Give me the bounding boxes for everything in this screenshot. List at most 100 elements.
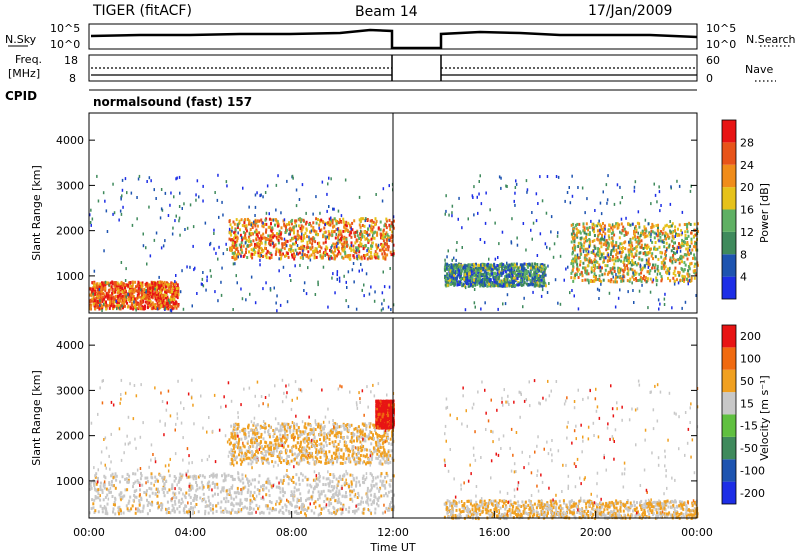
data-cell xyxy=(278,232,280,236)
data-cell xyxy=(604,240,607,244)
data-cell xyxy=(149,304,152,307)
data-cell xyxy=(481,283,484,287)
data-cell xyxy=(350,231,353,235)
data-cell xyxy=(302,249,304,253)
data-cell xyxy=(292,480,295,484)
data-cell xyxy=(467,282,470,286)
data-cell xyxy=(188,508,191,512)
data-cell xyxy=(130,296,132,300)
data-cell xyxy=(456,265,458,269)
data-cell xyxy=(588,240,591,244)
data-cell xyxy=(571,194,574,198)
data-cell xyxy=(590,260,593,264)
data-cell xyxy=(357,246,360,250)
data-cell xyxy=(195,198,197,202)
data-cell xyxy=(155,291,158,294)
data-cell xyxy=(160,304,163,308)
data-cell xyxy=(604,264,607,268)
data-cell xyxy=(482,268,484,272)
data-cell xyxy=(158,281,161,284)
data-cell xyxy=(646,243,649,247)
data-cell xyxy=(355,480,358,484)
data-cell xyxy=(674,225,677,229)
data-cell xyxy=(285,244,288,248)
data-cell xyxy=(377,245,379,249)
data-cell xyxy=(127,501,130,505)
data-cell xyxy=(312,249,315,253)
data-cell xyxy=(158,306,161,310)
data-cell xyxy=(162,295,164,299)
data-cell xyxy=(155,231,158,235)
data-cell xyxy=(254,242,256,246)
data-cell xyxy=(116,291,119,295)
date-title: 17/Jan/2009 xyxy=(588,3,672,19)
data-cell xyxy=(154,302,157,306)
data-cell xyxy=(349,473,352,477)
data-cell xyxy=(693,276,696,280)
data-cell xyxy=(297,499,300,502)
data-cell xyxy=(618,236,621,240)
data-cell xyxy=(530,228,532,232)
data-cell xyxy=(95,472,98,476)
data-cell xyxy=(359,225,362,229)
data-cell xyxy=(625,216,627,220)
data-cell xyxy=(104,283,107,287)
data-cell xyxy=(483,281,486,285)
data-cell xyxy=(224,507,227,511)
data-cell xyxy=(277,241,280,245)
data-cell xyxy=(206,275,208,279)
data-cell xyxy=(292,249,295,253)
data-cell xyxy=(180,497,183,501)
data-cell xyxy=(545,211,548,215)
data-cell xyxy=(150,288,152,292)
data-cell xyxy=(240,287,242,291)
data-cell xyxy=(572,237,574,241)
data-cell xyxy=(654,263,657,267)
data-cell xyxy=(388,508,391,512)
data-cell xyxy=(686,272,689,276)
data-cell xyxy=(228,237,231,241)
data-cell xyxy=(392,474,395,478)
data-cell xyxy=(171,503,174,507)
data-cell xyxy=(169,285,172,289)
data-cell xyxy=(367,247,370,251)
data-cell xyxy=(480,202,483,206)
data-cell xyxy=(491,284,494,288)
data-cell xyxy=(174,300,177,304)
data-cell xyxy=(633,185,636,189)
data-cell xyxy=(663,257,666,261)
data-cell xyxy=(140,302,142,306)
data-cell xyxy=(455,258,457,262)
data-cell xyxy=(612,231,615,235)
data-cell xyxy=(667,236,670,240)
data-cell xyxy=(286,239,289,243)
data-cell xyxy=(94,285,97,289)
data-cell xyxy=(641,283,643,287)
data-cell xyxy=(360,217,363,221)
data-cell xyxy=(575,273,578,277)
data-cell xyxy=(312,221,315,225)
data-cell xyxy=(488,273,491,277)
data-cell xyxy=(94,509,97,513)
data-cell xyxy=(617,296,620,300)
data-cell xyxy=(313,229,316,233)
data-cell xyxy=(243,224,246,228)
data-cell xyxy=(623,227,626,231)
data-cell xyxy=(671,234,674,238)
data-cell xyxy=(609,256,612,260)
data-cell xyxy=(159,305,162,309)
data-cell xyxy=(124,488,127,492)
data-cell xyxy=(572,264,575,268)
data-cell xyxy=(286,223,288,227)
data-cell xyxy=(640,245,643,249)
data-cell xyxy=(537,274,540,277)
data-cell xyxy=(673,251,675,254)
data-cell xyxy=(310,247,313,251)
data-cell xyxy=(579,260,582,264)
data-cell xyxy=(605,243,608,247)
data-cell xyxy=(665,241,668,245)
data-cell xyxy=(586,239,588,243)
data-cell xyxy=(695,248,697,252)
data-cell xyxy=(214,482,216,486)
data-cell xyxy=(583,229,586,232)
